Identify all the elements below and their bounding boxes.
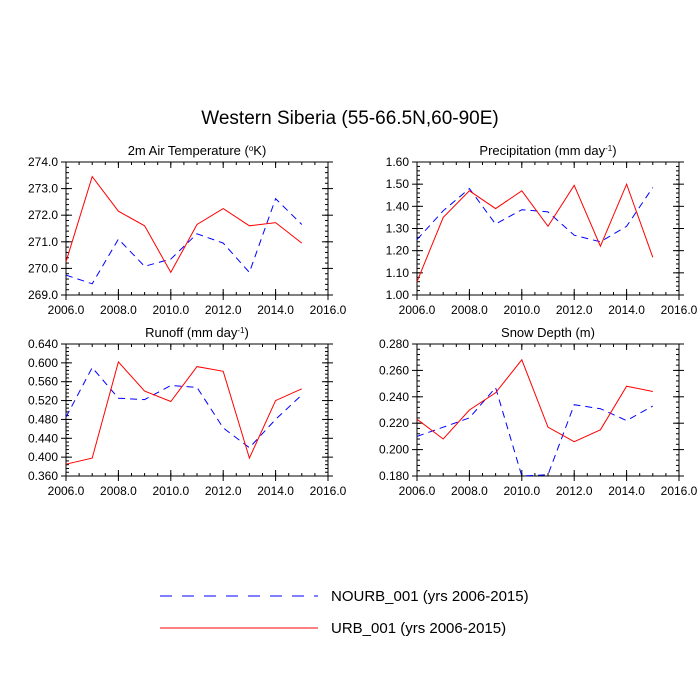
legend-entry-1: NOURB_001 (yrs 2006-2015) [160,588,529,605]
y-tick-label: 0.240 [379,390,409,404]
x-tick-label: 2008.0 [100,303,137,317]
figure-title: Western Siberia (55-66.5N,60-90E) [201,108,499,129]
plot-frame [65,161,329,296]
series-line-urb-001 [65,175,303,274]
x-tick-label: 2008.0 [451,484,488,498]
y-tick-label: 1.40 [386,199,410,213]
x-tick-label: 2006.0 [48,484,85,498]
x-tick-label: 2016.0 [661,484,698,498]
x-tick-label: 2010.0 [503,303,540,317]
x-tick-label: 2014.0 [257,484,294,498]
y-tick-label: 0.480 [28,412,58,426]
y-tick-label: 0.180 [379,469,409,483]
x-tick-label: 2012.0 [205,303,242,317]
y-tick-label: 0.440 [28,431,58,445]
panel-4: Snow Depth (m) 2006.0 2008.0 2010.0 2012.0 20… [379,325,698,498]
x-tick-label: 2016.0 [310,303,347,317]
x-tick-label: 2010.0 [152,303,189,317]
legend-entry-2: URB_001 (yrs 2006-2015) [160,620,506,637]
x-tick-label: 2008.0 [451,303,488,317]
y-tick-label: 1.60 [386,155,410,169]
y-tick-label: 0.260 [379,363,409,377]
y-tick-label: 270.0 [28,261,58,275]
panel-title: Runoff (mm day-1) [145,325,249,340]
legend-label: URB_001 (yrs 2006-2015) [331,620,506,637]
x-tick-label: 2010.0 [503,484,540,498]
x-tick-label: 2016.0 [661,303,698,317]
panel-3: Runoff (mm day-1) 2006.0 2008.0 2010.0 2012.… [28,325,347,498]
y-tick-label: 271.0 [28,235,58,249]
series-line-nourb-001 [416,386,654,477]
y-tick-label: 1.30 [386,222,410,236]
x-tick-label: 2014.0 [608,303,645,317]
panel-title: Snow Depth (m) [501,325,595,340]
series-line-nourb-001 [416,187,654,243]
y-tick-label: 274.0 [28,155,58,169]
plot-frame [416,343,680,477]
x-tick-label: 2012.0 [205,484,242,498]
legend-label: NOURB_001 (yrs 2006-2015) [331,588,529,605]
y-tick-label: 273.0 [28,182,58,196]
x-tick-label: 2006.0 [399,484,436,498]
y-tick-label: 0.400 [28,450,58,464]
series-line-nourb-001 [65,366,303,449]
y-tick-label: 0.200 [379,443,409,457]
panel-1: 2m Air Temperature (oK) 2006.0 2008.0 2010.… [28,143,347,317]
plot-frame [416,161,680,296]
panel-title: 2m Air Temperature (oK) [128,143,267,158]
y-tick-label: 0.600 [28,356,58,370]
x-tick-label: 2010.0 [152,484,189,498]
x-tick-label: 2006.0 [399,303,436,317]
x-tick-label: 2006.0 [48,303,85,317]
y-tick-label: 0.220 [379,416,409,430]
series-line-urb-001 [416,358,653,443]
x-tick-label: 2012.0 [556,303,593,317]
y-tick-label: 1.10 [386,266,410,280]
series-line-nourb-001 [65,197,303,285]
series-line-urb-001 [65,360,303,465]
y-tick-label: 0.640 [28,337,58,351]
y-tick-label: 1.00 [386,288,410,302]
x-tick-label: 2014.0 [608,484,645,498]
y-tick-label: 0.280 [379,337,409,351]
x-tick-label: 2008.0 [100,484,137,498]
y-tick-label: 272.0 [28,208,58,222]
x-tick-label: 2016.0 [310,484,347,498]
y-tick-label: 0.360 [28,469,58,483]
x-tick-label: 2012.0 [556,484,593,498]
panel-title: Precipitation (mm day-1) [479,143,616,158]
y-tick-label: 0.520 [28,394,58,408]
y-tick-label: 0.560 [28,375,58,389]
y-tick-label: 1.50 [386,177,410,191]
y-tick-label: 1.20 [386,244,410,258]
series-line-urb-001 [416,182,654,282]
panel-2: Precipitation (mm day-1) 2006.0 2008.0 2010… [386,143,698,317]
y-tick-label: 269.0 [28,288,58,302]
x-tick-label: 2014.0 [257,303,294,317]
